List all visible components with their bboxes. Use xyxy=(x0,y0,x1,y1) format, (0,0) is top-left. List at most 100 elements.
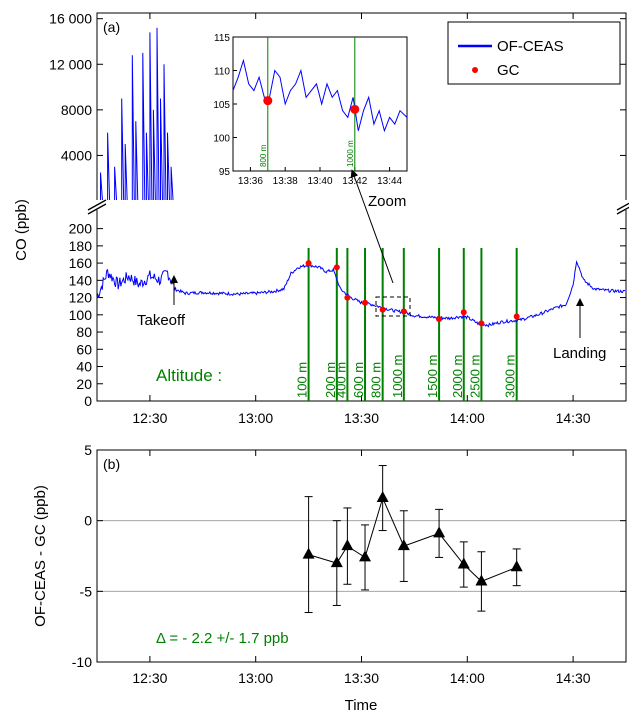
panel-a-x-tick-labels: 12:30 13:00 13:30 14:00 14:30 xyxy=(132,410,590,426)
y-tick-label-lower: 120 xyxy=(69,290,93,306)
y-tick-label-lower: 60 xyxy=(76,341,92,357)
y-tick-label-upper: 4000 xyxy=(61,147,92,163)
gc-point xyxy=(344,294,351,301)
y-tick-label-upper: 12 000 xyxy=(49,56,92,72)
x-tick-label: 14:30 xyxy=(556,410,591,426)
legend-label-gc: GC xyxy=(497,62,520,79)
inset-gc-point xyxy=(263,96,273,106)
inset-y-tick-label: 100 xyxy=(213,134,230,145)
x-tick-label: 14:00 xyxy=(450,670,485,686)
axis-break-gap xyxy=(88,200,629,210)
legend-box xyxy=(447,21,621,85)
altitude-line-label: 600 m xyxy=(351,362,366,398)
triangle-marker xyxy=(510,560,523,572)
x-tick-label: 12:30 xyxy=(132,670,167,686)
legend-dot-gc xyxy=(472,67,478,73)
triangle-marker xyxy=(475,574,488,586)
x-tick-label: 13:00 xyxy=(238,670,273,686)
y-tick-label: -5 xyxy=(80,583,93,599)
gc-point xyxy=(362,299,369,306)
x-tick-label: 14:00 xyxy=(450,410,485,426)
landing-label: Landing xyxy=(553,345,606,362)
y-tick-label-upper: 8000 xyxy=(61,102,92,118)
y-tick-label: -10 xyxy=(72,654,92,670)
zoom-inset: 13:36 13:38 13:40 13:42 13:44 95 100 105 110 115 8… xyxy=(213,33,408,187)
takeoff-label: Takeoff xyxy=(137,312,186,329)
inset-gc-point xyxy=(350,104,360,114)
of-ceas-line-upper xyxy=(100,27,174,202)
axis-break-mark-right-1 xyxy=(616,202,629,211)
altitude-line-label: 2000 m xyxy=(450,355,465,398)
inset-content: 13:36 13:38 13:40 13:42 13:44 95 100 105 110 115 8… xyxy=(213,33,408,187)
panel-a-ticks xyxy=(97,13,626,402)
of-ceas-line-lower xyxy=(96,259,626,328)
gc-point xyxy=(436,316,443,323)
axis-break-mark-left-2 xyxy=(87,203,107,215)
panel-b-x-tick-labels: 12:30 13:00 13:30 14:00 14:30 xyxy=(132,670,590,686)
triangle-marker xyxy=(330,556,343,568)
inset-x-tick-label: 13:44 xyxy=(377,176,402,187)
y-tick-label: 0 xyxy=(84,513,92,529)
gc-points xyxy=(305,260,520,327)
panel-b: -10 -5 0 5 12:30 13:00 13:30 14:00 14:30 (b) OF… xyxy=(32,442,627,714)
y-tick-label-lower: 80 xyxy=(76,324,92,340)
y-tick-label-upper: 16 000 xyxy=(49,11,92,27)
inset-y-tick-label: 95 xyxy=(219,167,231,178)
x-tick-label: 14:30 xyxy=(556,670,591,686)
x-tick-label: 13:30 xyxy=(344,670,379,686)
inset-x-tick-label: 13:40 xyxy=(307,176,332,187)
inset-y-tick-label: 115 xyxy=(214,33,230,44)
zoom-arrow xyxy=(350,169,394,284)
triangle-marker xyxy=(457,557,470,569)
gc-point xyxy=(305,260,312,267)
triangle-marker xyxy=(359,550,372,562)
x-tick-label: 13:00 xyxy=(238,410,273,426)
altitude-line-label: 1000 m xyxy=(390,355,405,398)
y-tick-label-lower: 40 xyxy=(76,359,92,375)
triangle-marker xyxy=(341,539,354,551)
triangle-marker xyxy=(397,539,410,551)
x-tick-label: 12:30 xyxy=(132,410,167,426)
x-tick-label: 13:30 xyxy=(344,410,379,426)
panel-b-y-tick-labels: -10 -5 0 5 xyxy=(72,442,92,670)
zoom-label: Zoom xyxy=(368,193,406,210)
altitude-line-label: 200 m xyxy=(323,362,338,398)
y-tick-label: 5 xyxy=(84,442,92,458)
panel-b-gridlines xyxy=(97,520,626,592)
altitude-lines xyxy=(307,248,518,401)
inset-altitude-label: 1000 m xyxy=(346,140,355,167)
panel-b-ticks xyxy=(97,449,626,663)
difference-connecting-line xyxy=(308,496,517,582)
inset-y-tick-label: 105 xyxy=(213,100,230,111)
gc-point xyxy=(460,309,467,316)
y-tick-label-lower: 140 xyxy=(69,272,93,288)
gc-point xyxy=(379,306,386,313)
panel-a-label: (a) xyxy=(103,19,120,35)
delta-annotation: Δ = - 2.2 +/- 1.7 ppb xyxy=(156,630,289,647)
triangle-marker xyxy=(376,491,389,503)
legend: OF-CEAS GC xyxy=(447,21,621,85)
altitude-title: Altitude : xyxy=(156,366,222,385)
altitude-line-label: 1500 m xyxy=(425,355,440,398)
inset-trace xyxy=(232,58,408,133)
altitude-line-label: 2500 m xyxy=(467,355,482,398)
gc-point xyxy=(478,320,485,327)
inset-x-tick-label: 13:38 xyxy=(273,176,298,187)
y-tick-label-lower: 200 xyxy=(69,221,93,237)
y-tick-label-lower: 0 xyxy=(84,393,92,409)
panel-b-x-axis-label: Time xyxy=(345,697,378,714)
gc-point xyxy=(513,313,520,320)
axis-break-mark-left-1 xyxy=(87,199,107,211)
legend-label-of-ceas: OF-CEAS xyxy=(497,38,564,55)
altitude-line-label: 3000 m xyxy=(503,355,518,398)
inset-altitude-label: 800 m xyxy=(259,144,268,167)
gc-point xyxy=(400,308,407,315)
y-tick-label-lower: 160 xyxy=(69,255,93,271)
panel-a-y-axis-label: CO (ppb) xyxy=(13,199,30,261)
altitude-line-label: 800 m xyxy=(369,362,384,398)
difference-series xyxy=(302,465,523,614)
